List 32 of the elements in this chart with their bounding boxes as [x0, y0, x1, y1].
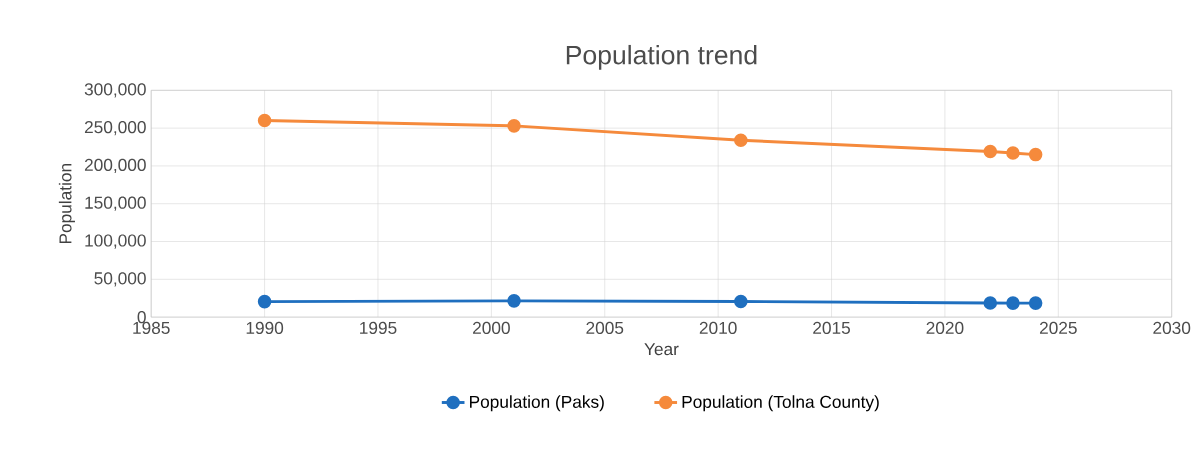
point: [257, 294, 272, 309]
point: [983, 144, 998, 159]
y-tick-label: 250,000: [84, 120, 146, 136]
point: [983, 296, 998, 310]
point: [507, 119, 521, 133]
y-tick-label: 50,000: [94, 272, 146, 287]
chart-title: Population trend: [566, 44, 757, 70]
y-axis-title: Population: [58, 164, 75, 244]
point: [507, 294, 521, 308]
point: [734, 294, 748, 309]
point: [734, 133, 748, 147]
point: [1028, 296, 1043, 310]
x-tick-label: 2025: [1039, 321, 1077, 334]
x-tick-label: 2005: [586, 321, 624, 334]
x-tick-label: 1995: [360, 321, 397, 334]
x-tick-label: 2015: [813, 321, 850, 334]
point: [1028, 147, 1043, 162]
legend-label: Population (Paks): [470, 395, 604, 412]
point: [1006, 146, 1020, 160]
x-axis-title: Year: [644, 343, 679, 356]
y-tick-label: 150,000: [85, 196, 146, 211]
x-tick-label: 1990: [246, 321, 284, 334]
y-tick-label: 200,000: [84, 158, 146, 174]
y-tick-label: 300,000: [84, 83, 146, 98]
x-tick-label: 2030: [1153, 321, 1191, 334]
point: [1006, 296, 1020, 310]
legend-label: Population (Tolna County): [682, 395, 879, 412]
x-tick-label: 2010: [699, 321, 737, 334]
y-tick-label: 100,000: [85, 234, 146, 249]
x-tick-label: 2020: [926, 321, 964, 334]
point: [257, 113, 272, 128]
x-tick-label: 2000: [473, 321, 510, 334]
